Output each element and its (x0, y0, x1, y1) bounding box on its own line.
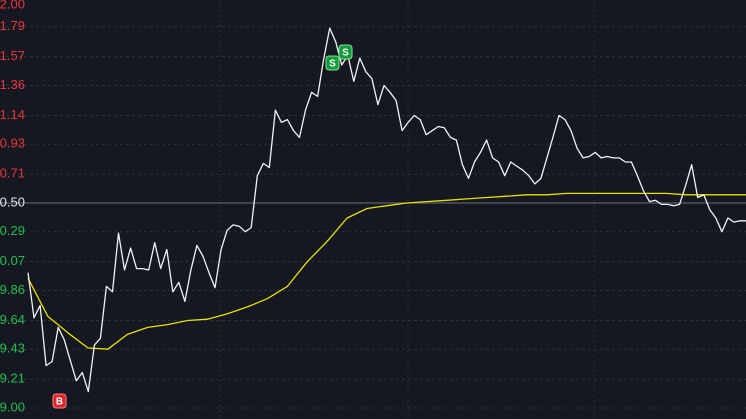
y-tick-label: 21.36 (0, 77, 25, 92)
sell-marker: S (338, 44, 353, 60)
marker-label: B (56, 397, 63, 408)
y-tick-label: 21.57 (0, 48, 25, 63)
y-tick-label: 21.14 (0, 107, 25, 122)
y-tick-label: 22.00 (0, 0, 25, 11)
y-tick-label: 21.79 (0, 18, 25, 33)
price-line (27, 27, 746, 393)
y-tick-label: 20.07 (0, 253, 25, 268)
sell-marker: S (325, 55, 340, 71)
y-tick-label: 20.93 (0, 136, 25, 151)
y-tick-label: 20.29 (0, 223, 25, 238)
buy-marker: B (52, 393, 67, 409)
y-tick-label: 19.86 (0, 282, 25, 297)
marker-label: S (342, 48, 349, 59)
average-line (27, 192, 746, 350)
y-tick-label: 19.43 (0, 341, 25, 356)
y-tick-label: 19.21 (0, 371, 25, 386)
marker-label: S (329, 59, 336, 70)
y-tick-label: 19.00 (0, 399, 25, 414)
y-tick-label: 20.50 (0, 194, 25, 209)
y-tick-label: 19.64 (0, 312, 25, 327)
y-tick-label: 20.71 (0, 166, 25, 181)
